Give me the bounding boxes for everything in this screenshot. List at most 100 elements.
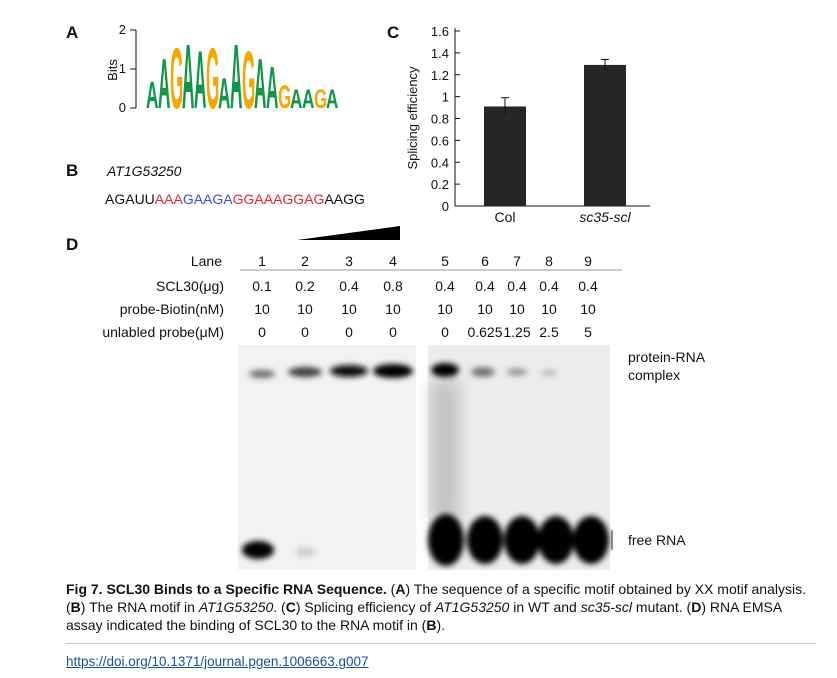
- bar: [484, 106, 526, 206]
- sequence: AGAUUAAAGAAGAGGAAAGGAGAAGG: [105, 191, 365, 207]
- caption-run: ) The RNA motif in: [80, 599, 199, 615]
- caption-run: D: [691, 599, 702, 615]
- band-label: complex: [628, 367, 680, 383]
- row-value: 10: [580, 301, 596, 317]
- row-value: 0: [301, 324, 309, 340]
- y-tick-label: 0.6: [431, 133, 449, 148]
- row-value: 5: [584, 324, 592, 340]
- row-label: SCL30(μg): [156, 278, 224, 294]
- caption-run: C: [285, 599, 296, 615]
- sequence-segment: AGAUU: [105, 191, 155, 207]
- logo-letter: A: [182, 26, 194, 129]
- row-value: 0.4: [539, 278, 559, 294]
- band-label: free RNA: [628, 532, 686, 548]
- row-value: 0: [389, 324, 397, 340]
- y-tick-label: 0.2: [431, 177, 449, 192]
- logo-letter: A: [266, 55, 278, 122]
- logo-letter: A: [302, 83, 314, 114]
- row-label: unlabled probe(μM): [102, 324, 224, 340]
- sequence-segment: GGAAAGGAG: [233, 191, 325, 207]
- caption-run: B: [426, 617, 437, 633]
- row-value: 0.4: [475, 278, 495, 294]
- caption-run: A: [395, 581, 406, 597]
- logo-letter: G: [170, 30, 183, 127]
- lane-number: 9: [584, 253, 592, 269]
- lane-number: 8: [545, 253, 553, 269]
- panel-label: C: [387, 23, 399, 42]
- logo-tick-label: 2: [119, 22, 126, 37]
- lane-number: 2: [301, 253, 309, 269]
- row-value: 0.2: [295, 278, 315, 294]
- row-value: 10: [254, 301, 270, 317]
- logo-letter: G: [206, 30, 219, 127]
- lane-number: 4: [389, 253, 397, 269]
- row-value: 10: [509, 301, 525, 317]
- logo-letter: A: [290, 83, 302, 114]
- row-value: 0.1: [252, 278, 272, 294]
- logo-letter: A: [218, 69, 230, 118]
- y-tick-label: 1.4: [431, 46, 449, 61]
- row-value: 0: [258, 324, 266, 340]
- row-value: 0.625: [467, 324, 502, 340]
- caption-run: AT1G53250: [434, 599, 510, 615]
- row-value: 10: [477, 301, 493, 317]
- logo-letter: A: [158, 45, 170, 123]
- logo-letter: A: [254, 45, 266, 123]
- row-value: 0: [441, 324, 449, 340]
- row-value: 0.8: [383, 278, 403, 294]
- row-value: 0: [345, 324, 353, 340]
- logo-letter: G: [314, 83, 327, 114]
- logo-letter: G: [278, 78, 291, 116]
- row-value: 1.25: [503, 324, 530, 340]
- logo-letter: A: [326, 83, 338, 114]
- caption-run: mutant. (: [632, 599, 692, 615]
- logo-letter: G: [242, 36, 255, 126]
- row-value: 10: [437, 301, 453, 317]
- bar: [584, 64, 626, 206]
- lane-number: 3: [345, 253, 353, 269]
- y-tick-label: 1.2: [431, 68, 449, 83]
- row-value: 10: [541, 301, 557, 317]
- panel-label: D: [66, 235, 78, 254]
- caption-run: ) The sequence of a specific motif obtai…: [66, 581, 806, 615]
- x-tick-label: sc35-scl: [579, 209, 631, 225]
- y-tick-label: 1.6: [431, 24, 449, 39]
- logo-letter: A: [230, 26, 242, 129]
- sequence-segment: AAGG: [324, 191, 364, 207]
- row-value: 10: [385, 301, 401, 317]
- row-value: 10: [297, 301, 313, 317]
- y-tick-label: 0: [442, 199, 449, 214]
- row-value: 0.4: [339, 278, 359, 294]
- caption: Fig 7. SCL30 Binds to a Specific RNA Seq…: [66, 580, 816, 634]
- y-tick-label: 1: [442, 90, 449, 105]
- divider: [66, 643, 816, 644]
- panel-label: B: [66, 161, 78, 180]
- row-value: 0.4: [435, 278, 455, 294]
- error-bar: [501, 97, 509, 116]
- y-axis-label: Splicing efficiency: [405, 66, 420, 170]
- doi-link[interactable]: https://doi.org/10.1371/journal.pgen.100…: [66, 654, 369, 669]
- gradient-wedge: [297, 226, 400, 240]
- caption-run: ).: [436, 617, 446, 633]
- lane-number: 1: [258, 253, 266, 269]
- y-tick-label: 0.8: [431, 112, 449, 127]
- caption-run: in WT and: [509, 599, 581, 615]
- caption-run: ) Splicing efficiency of: [295, 599, 435, 615]
- gene-name: AT1G53250: [106, 163, 182, 179]
- gel-image: [238, 345, 613, 570]
- panel-label: A: [66, 23, 78, 42]
- caption-run: . (: [273, 599, 286, 615]
- caption-run: Fig 7. SCL30 Binds to a Specific RNA Seq…: [66, 581, 387, 597]
- lane-number: 6: [481, 253, 489, 269]
- sequence-segment: AAA: [155, 191, 184, 207]
- lane-number: 7: [513, 253, 521, 269]
- lane-number: 5: [441, 253, 449, 269]
- figure: A B C D Bits AT1G53250 AGAUUAAAGAAGAGGAA…: [66, 22, 706, 570]
- y-tick-label: 0.4: [431, 155, 449, 170]
- row-value: 2.5: [539, 324, 559, 340]
- sequence-segment: GAAGA: [183, 191, 233, 207]
- logo-ylabel: Bits: [105, 59, 120, 81]
- row-value: 0.4: [578, 278, 598, 294]
- band-label: protein-RNA: [628, 349, 706, 365]
